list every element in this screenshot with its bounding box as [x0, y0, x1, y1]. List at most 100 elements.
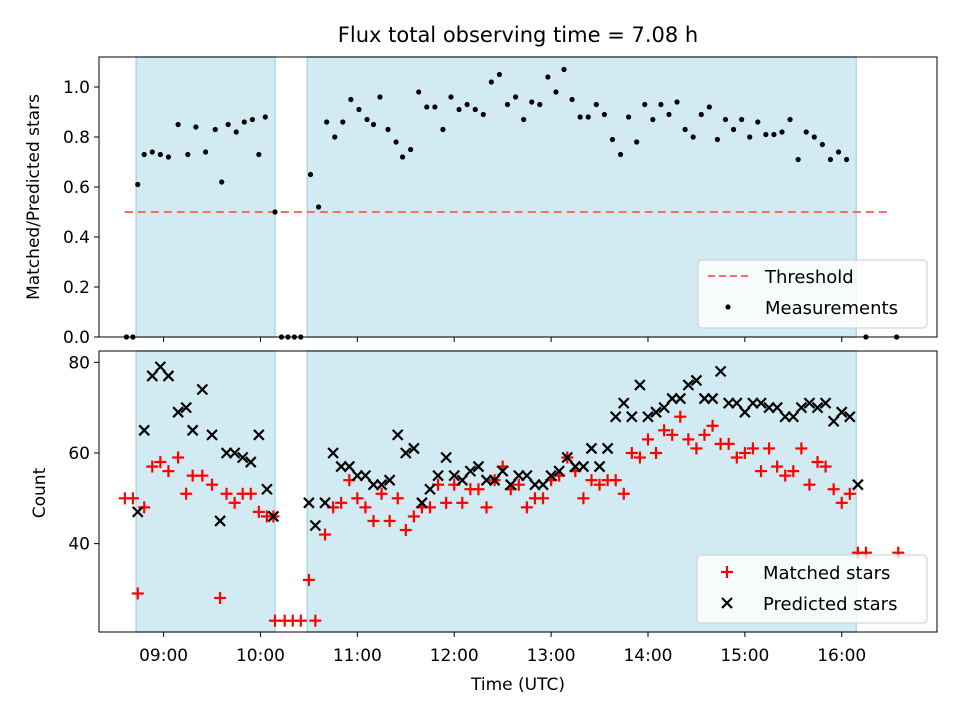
measurement-point: [739, 116, 745, 123]
measurement-point: [537, 101, 543, 108]
predicted-star-marker: [593, 460, 606, 473]
predicted-star-marker: [585, 442, 598, 455]
measurement-point: [658, 101, 664, 108]
matched-star-marker: [698, 428, 711, 441]
predicted-star-marker: [228, 447, 241, 459]
measurement-point: [340, 119, 346, 125]
predicted-star-marker: [642, 410, 654, 423]
measurement-point: [529, 99, 535, 105]
predicted-star-marker: [601, 442, 614, 455]
predicted-star-marker: [391, 429, 404, 441]
matched-stars-points: [118, 410, 905, 627]
predicted-star-marker: [739, 406, 751, 418]
predicted-star-marker: [819, 397, 832, 409]
predicted-star-marker: [383, 474, 396, 486]
top-axes-frame: [98, 56, 938, 338]
matched-star-marker: [682, 433, 695, 446]
predicted-star-marker: [472, 460, 485, 473]
measurement-point: [385, 126, 391, 133]
predicted-star-marker: [206, 429, 218, 441]
matched-star-marker: [206, 478, 219, 491]
y-tick-label: 0.2: [63, 278, 90, 298]
matched-star-marker: [309, 614, 322, 627]
measurements-legend-label: Measurements: [765, 298, 898, 319]
predicted-star-marker: [561, 451, 574, 464]
measurement-point: [763, 131, 769, 138]
predicted-star-marker: [537, 478, 549, 491]
y-tick-label: 0.8: [63, 128, 90, 148]
predicted-star-marker: [827, 415, 840, 428]
matched-star-marker: [220, 487, 233, 500]
x-axis-label: Time (UTC): [470, 675, 565, 695]
measurement-point: [601, 111, 607, 118]
measurement-point: [416, 89, 422, 95]
matched-star-marker: [252, 505, 265, 518]
matched-star-marker: [162, 465, 175, 478]
x-tick-label: 11:00: [333, 646, 382, 666]
predicted-star-marker: [261, 483, 273, 496]
measurement-point: [593, 101, 599, 108]
matched-star-marker: [835, 496, 848, 509]
matched-star-marker: [690, 442, 703, 455]
matched-star-marker: [803, 478, 816, 491]
matched-star-marker: [359, 501, 372, 514]
matched-star-marker: [440, 496, 453, 509]
measurement-point: [779, 129, 785, 135]
measurement-point: [747, 134, 753, 140]
x-tick-label: 14:00: [623, 646, 672, 666]
matched-star-marker: [126, 492, 139, 505]
matched-star-marker: [383, 514, 396, 527]
predicted-star-marker: [553, 465, 565, 477]
predicted-star-marker: [400, 447, 412, 459]
predicted-star-marker: [852, 478, 864, 491]
predicted-star-marker: [626, 410, 638, 423]
predicted-star-marker: [131, 506, 144, 518]
bottom-y-axis-label: Count: [30, 467, 50, 518]
measurement-point: [722, 116, 729, 123]
predicted-star-marker: [803, 397, 816, 409]
predicted-star-marker: [146, 370, 159, 382]
predicted-star-marker: [609, 410, 622, 423]
measurement-point: [787, 116, 793, 123]
measurement-point: [674, 99, 680, 105]
matched-star-marker: [779, 469, 792, 482]
y-tick-label: 40: [68, 535, 90, 555]
predicted-star-marker: [327, 447, 339, 459]
matched-star-marker: [375, 487, 388, 500]
top-legend: Threshold Measurements: [697, 259, 928, 329]
measurement-point: [464, 101, 470, 108]
matched-star-marker: [351, 492, 364, 505]
matched-star-marker: [154, 456, 167, 469]
matched-star-marker: [512, 478, 525, 491]
predicted-star-marker: [448, 469, 460, 482]
predicted-star-marker: [706, 392, 719, 405]
measurement-point: [149, 149, 155, 155]
measurement-point: [617, 151, 624, 158]
measurement-point: [241, 119, 247, 125]
matched-star-marker: [746, 442, 759, 455]
measurement-point: [472, 106, 478, 113]
matched-star-marker: [641, 433, 654, 446]
matched-star-marker: [763, 442, 776, 455]
matched-star-marker: [577, 492, 590, 505]
predicted-star-marker: [408, 442, 420, 455]
measurement-point: [666, 111, 672, 118]
matched-star-marker: [480, 501, 493, 514]
measurement-point: [364, 116, 370, 123]
measurement-point: [212, 126, 218, 133]
matched-star-marker: [319, 528, 332, 541]
matched-star-marker: [827, 483, 840, 496]
predicted-star-marker: [244, 456, 257, 468]
predicted-star-marker: [162, 370, 175, 382]
measurement-point: [193, 124, 199, 130]
predicted-star-marker: [496, 465, 509, 477]
x-tick-label: 16:00: [817, 646, 866, 666]
bottom-axes-frame: [98, 350, 938, 633]
x-tick-label: 12:00: [430, 646, 479, 666]
predicted-star-marker: [674, 392, 687, 405]
matched-star-marker: [391, 492, 404, 505]
matched-star-marker: [738, 446, 751, 459]
x-tick-label: 13:00: [527, 646, 576, 666]
matched-star-marker: [843, 487, 856, 500]
measurement-point: [256, 151, 262, 158]
